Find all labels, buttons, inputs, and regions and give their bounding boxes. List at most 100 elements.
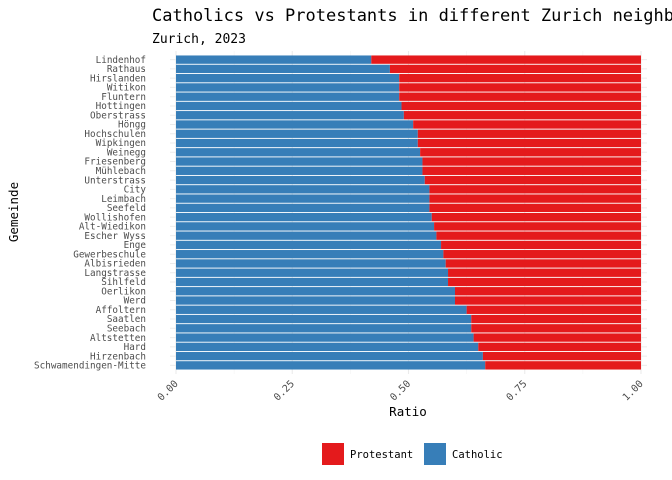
y-axis-title: Gemeinde (6, 182, 21, 242)
bar-protestant (471, 314, 641, 324)
bar-protestant (445, 259, 641, 268)
bar-catholic (176, 333, 474, 342)
bar-catholic (176, 351, 483, 361)
bar-protestant (413, 120, 641, 129)
bar-catholic (176, 175, 425, 185)
bar-catholic (176, 83, 400, 92)
y-tick-label: Seebach (107, 324, 146, 335)
x-tick-labels: 0.00 0.25 0.50 0.75 1.00 (156, 379, 646, 404)
bar-protestant (436, 231, 641, 240)
bar-protestant (420, 148, 641, 157)
bar-protestant (431, 212, 641, 222)
bar-catholic (176, 314, 472, 324)
bar-catholic (176, 64, 390, 74)
bar-protestant (443, 250, 641, 259)
x-tick-label: 1.00 (621, 379, 646, 404)
bar-catholic (176, 120, 414, 129)
bar-catholic (176, 129, 418, 138)
bar-catholic (176, 305, 467, 314)
bar-protestant (434, 222, 641, 231)
bar-catholic (176, 231, 437, 240)
y-tick-label: Albisrieden (84, 259, 146, 270)
y-tick-label: Langstrasse (84, 268, 146, 279)
bar-protestant (422, 157, 641, 166)
bar-protestant (448, 277, 641, 287)
y-tick-label: Unterstrass (84, 175, 146, 186)
bar-catholic (176, 203, 430, 213)
y-tick-label: Friesenberg (84, 157, 146, 168)
x-tick-label: 0.00 (156, 379, 181, 404)
y-tick-label: Werd (124, 296, 146, 307)
bar-catholic (176, 111, 404, 120)
y-tick-label: Gewerbeschule (73, 249, 146, 260)
legend-label-catholic: Catholic (452, 449, 503, 461)
y-tick-label: Oberstrass (90, 110, 146, 121)
y-tick-label: Wollishofen (84, 212, 146, 223)
bar-protestant (399, 92, 641, 101)
y-tick-label: Oerlikon (101, 286, 146, 297)
bar-protestant (441, 240, 641, 250)
legend-label-protestant: Protestant (350, 449, 413, 461)
bar-protestant (417, 138, 641, 148)
bar-protestant (422, 166, 641, 175)
y-tick-label: Sihlfeld (101, 277, 146, 288)
bar-protestant (401, 101, 641, 111)
y-tick-label: Altstetten (90, 333, 146, 344)
bar-catholic (176, 268, 449, 277)
bar-protestant (485, 361, 641, 370)
y-tick-label: Hirslanden (90, 73, 146, 84)
y-tick-label: Fluntern (101, 92, 146, 103)
legend-swatch-catholic (424, 443, 446, 465)
bar-catholic (176, 342, 479, 352)
bar-catholic (176, 212, 432, 222)
bar-catholic (176, 287, 455, 296)
legend: Protestant Catholic (322, 443, 503, 465)
y-tick-label: Enge (124, 240, 147, 251)
y-tick-label: Hottingen (96, 101, 146, 112)
bar-protestant (478, 342, 641, 352)
bar-catholic (176, 240, 442, 250)
bar-catholic (176, 73, 400, 83)
y-tick-label: Saatlen (107, 314, 146, 325)
bars (176, 55, 641, 370)
y-tick-label: Mühlebach (96, 166, 146, 177)
bar-protestant (371, 55, 641, 64)
legend-swatch-protestant (322, 443, 344, 465)
chart-subtitle: Zurich, 2023 (152, 32, 246, 47)
y-tick-label: Schwamendingen-Mitte (34, 361, 146, 372)
bar-protestant (403, 111, 641, 120)
y-tick-label: Lindenhof (96, 55, 146, 66)
bar-protestant (448, 268, 641, 277)
y-tick-label: Leimbach (101, 194, 146, 205)
bar-protestant (429, 185, 641, 194)
bar-catholic (176, 92, 400, 101)
bar-protestant (429, 203, 641, 213)
y-tick-label: Hard (124, 342, 146, 353)
bar-protestant (389, 64, 641, 74)
bar-protestant (455, 296, 641, 305)
bar-catholic (176, 157, 423, 166)
bar-catholic (176, 222, 435, 231)
bar-protestant (424, 175, 641, 185)
bar-catholic (176, 148, 421, 157)
y-tick-label: Witikon (107, 83, 146, 94)
bar-protestant (482, 351, 641, 361)
y-tick-label: Rathaus (107, 64, 146, 75)
bar-catholic (176, 324, 472, 333)
y-tick-labels: LindenhofRathausHirslandenWitikonFlunter… (34, 55, 146, 372)
y-tick-label: City (124, 185, 147, 196)
bar-catholic (176, 185, 430, 194)
bar-protestant (429, 194, 641, 203)
bar-protestant (417, 129, 641, 138)
bar-catholic (176, 296, 455, 305)
x-tick-label: 0.50 (388, 379, 413, 404)
y-tick-label: Weinegg (107, 147, 146, 158)
bar-protestant (399, 83, 641, 92)
bar-catholic (176, 277, 449, 287)
bar-catholic (176, 259, 446, 268)
bar-catholic (176, 55, 372, 64)
bar-catholic (176, 194, 430, 203)
bar-catholic (176, 250, 444, 259)
y-tick-label: Hochschulen (84, 129, 146, 140)
